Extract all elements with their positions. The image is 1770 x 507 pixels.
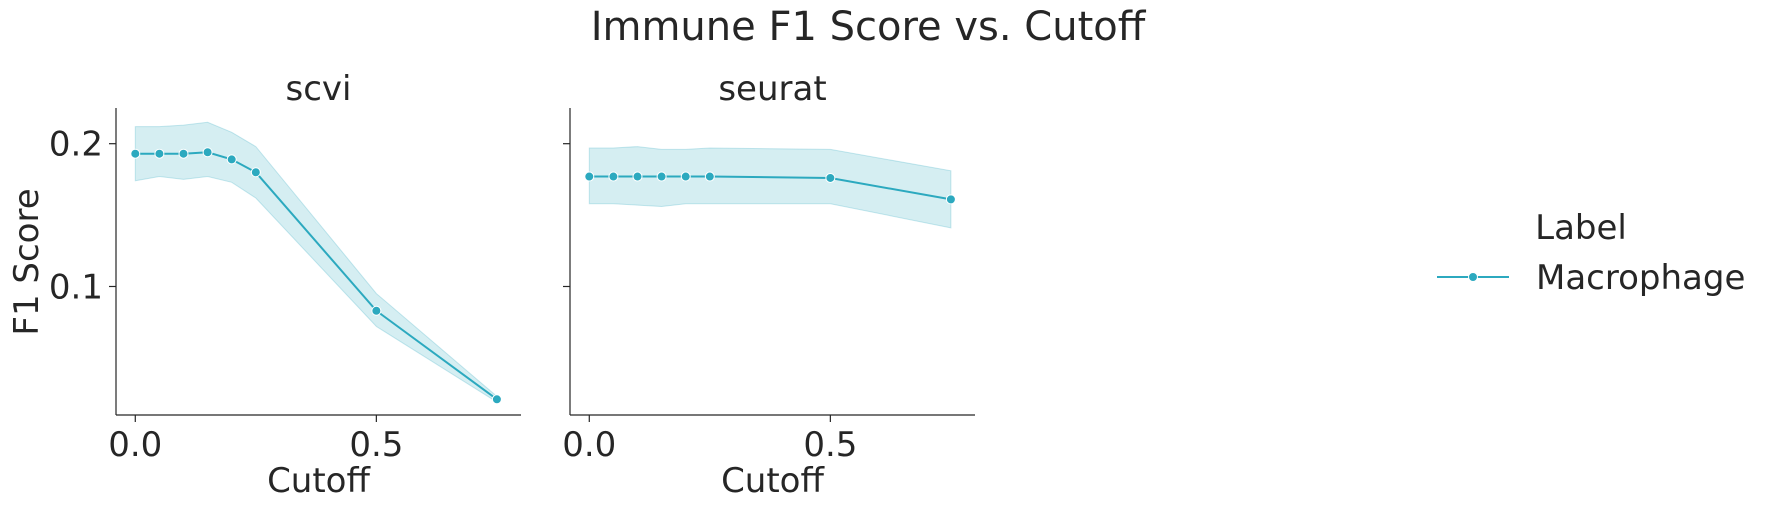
x-tick-label: 0.0: [108, 425, 162, 465]
data-point: [680, 171, 691, 182]
data-point: [226, 154, 237, 165]
panel-scvi: scvi 0.0 0.5 0.1 0.2 Cutoff: [49, 69, 521, 501]
data-point: [154, 148, 165, 159]
confidence-band: [588, 146, 952, 229]
legend-title: Label: [1535, 208, 1627, 248]
data-point: [584, 171, 595, 182]
x-tick-label: 0.0: [562, 425, 616, 465]
x-tick-label: 0.5: [349, 425, 403, 465]
y-axis-label: F1 Score: [7, 188, 47, 335]
data-point: [202, 147, 213, 158]
x-axis-label: Cutoff: [267, 461, 371, 501]
data-point: [371, 305, 382, 316]
panel-title: seurat: [718, 69, 826, 109]
legend: Label Macrophage: [1437, 208, 1745, 298]
data-point: [491, 394, 502, 405]
data-point: [250, 167, 261, 178]
y-tick-label: 0.1: [49, 267, 103, 307]
data-point: [945, 194, 956, 205]
y-tick-label: 0.2: [49, 125, 103, 165]
data-point: [178, 148, 189, 159]
legend-marker-swatch: [1468, 272, 1478, 282]
data-point: [608, 171, 619, 182]
data-point: [704, 171, 715, 182]
panel-title: scvi: [286, 69, 352, 109]
data-point: [825, 172, 836, 183]
data-point: [656, 171, 667, 182]
x-tick-label: 0.5: [803, 425, 857, 465]
legend-entry-label: Macrophage: [1536, 258, 1745, 298]
chart-title: Immune F1 Score vs. Cutoff: [591, 4, 1147, 50]
data-point: [130, 148, 141, 159]
data-point: [632, 171, 643, 182]
x-axis-label: Cutoff: [721, 461, 825, 501]
